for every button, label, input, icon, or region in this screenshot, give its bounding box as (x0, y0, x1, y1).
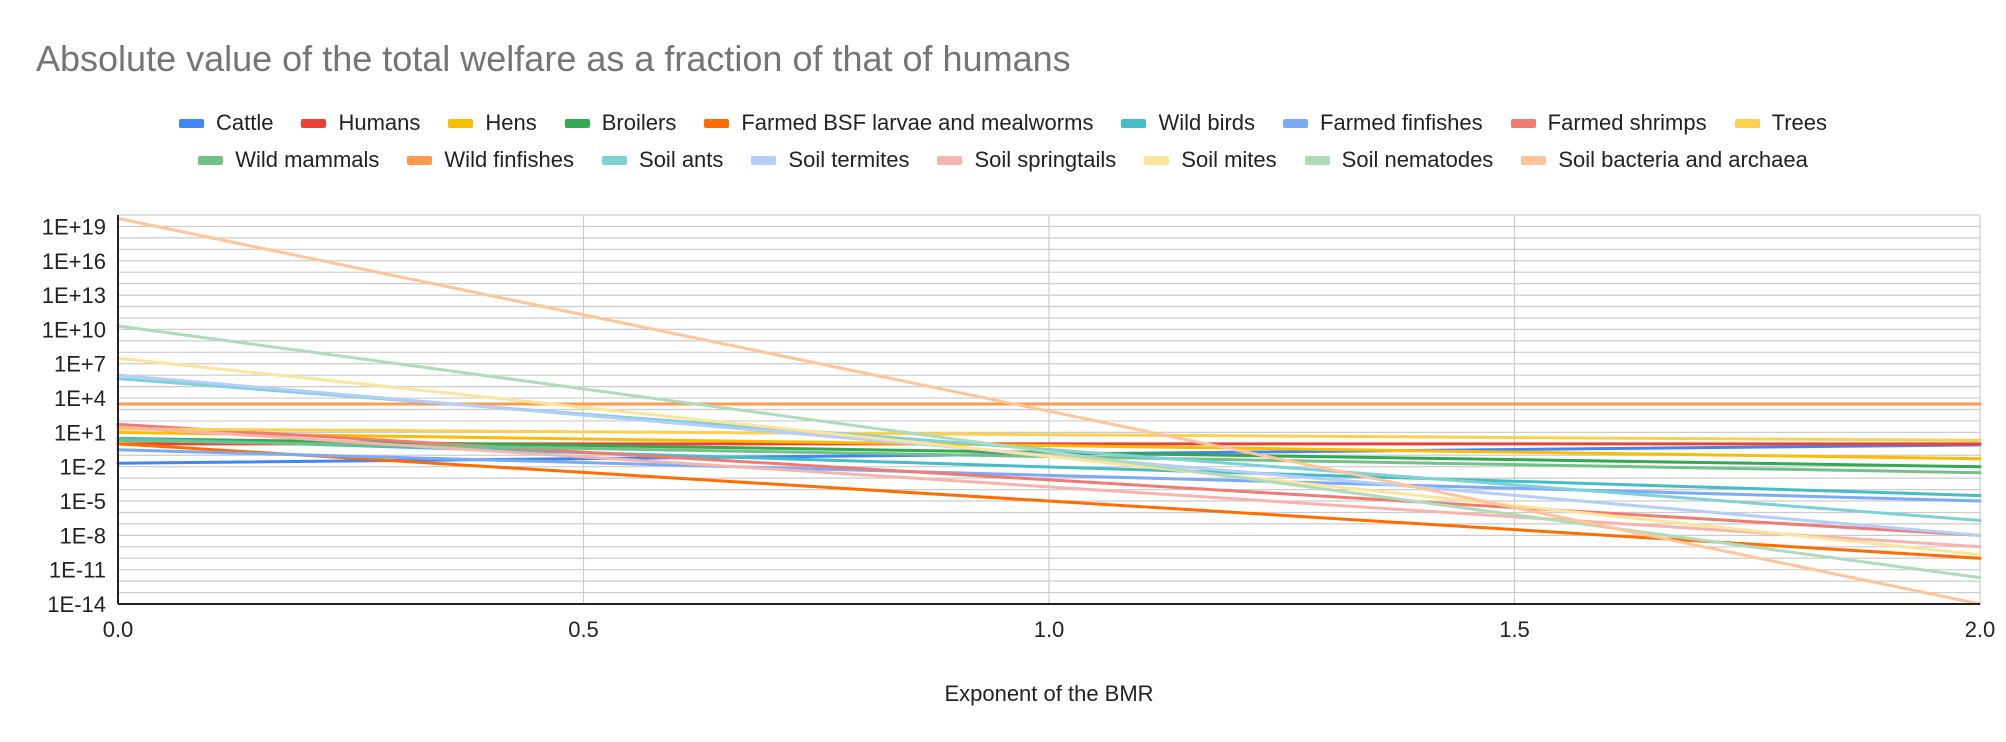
chart-title: Absolute value of the total welfare as a… (36, 38, 1071, 79)
legend-label: Broilers (601, 110, 677, 135)
legend-label: Cattle (215, 110, 274, 135)
legend-item[interactable]: Wild birds (1121, 110, 1255, 136)
legend-swatch (1121, 118, 1147, 128)
y-tick-label: 1E-2 (60, 455, 106, 480)
legend-label: Farmed BSF larvae and mealworms (741, 110, 1094, 135)
legend-swatch (751, 155, 777, 165)
y-tick-label: 1E+1 (54, 420, 106, 445)
legend-item[interactable]: Soil mites (1144, 147, 1277, 173)
legend-item[interactable]: Soil termites (751, 147, 909, 173)
y-tick-label: 1E+10 (42, 317, 106, 342)
legend-row-1: Cattle Humans Hens Broilers Farmed BSF larva… (0, 110, 2006, 136)
legend-item[interactable]: Trees (1734, 110, 1827, 136)
legend-label: Soil mites (1181, 147, 1277, 172)
legend-item[interactable]: Cattle (178, 110, 274, 136)
legend-swatch (1734, 118, 1760, 128)
legend-item[interactable]: Soil ants (602, 147, 723, 173)
x-tick-label: 0.0 (103, 617, 134, 642)
legend-label: Trees (1771, 110, 1827, 135)
series-lines (116, 216, 1982, 606)
x-tick-label: 2.0 (1965, 617, 1996, 642)
legend-label: Soil termites (788, 147, 910, 172)
legend-row-2: Wild mammals Wild finfishes Soil ants Soil … (0, 147, 2006, 173)
legend-label: Wild birds (1158, 110, 1256, 135)
legend-swatch (448, 118, 474, 128)
legend-item[interactable]: Soil springtails (937, 147, 1116, 173)
legend-swatch (1304, 155, 1330, 165)
y-tick-label: 1E-11 (49, 558, 106, 583)
y-tick-label: 1E+7 (54, 352, 106, 377)
legend-label: Soil nematodes (1341, 147, 1494, 172)
legend-item[interactable]: Farmed finfishes (1283, 110, 1483, 136)
y-tick-label: 1E-14 (47, 592, 106, 617)
y-tick-labels: 1E-14 1E-11 1E-8 1E-5 1E-2 1E+1 1E+4 1E+7 1E+10 1… (42, 214, 106, 617)
legend-swatch (198, 155, 224, 165)
x-tick-label: 1.5 (1499, 617, 1530, 642)
legend-label: Soil springtails (974, 147, 1117, 172)
axes (117, 215, 1980, 605)
legend-item[interactable]: Soil bacteria and archaea (1521, 147, 1808, 173)
series-line-soil-springtails (116, 425, 1982, 549)
legend-item[interactable]: Wild mammals (198, 147, 379, 173)
legend-item[interactable]: Farmed shrimps (1510, 110, 1707, 136)
legend-item[interactable]: Soil nematodes (1304, 147, 1494, 173)
legend-swatch (301, 118, 327, 128)
series-line-soil-bacteria-and-archaea (116, 216, 1982, 606)
legend-swatch (407, 155, 433, 165)
legend-swatch (937, 155, 963, 165)
x-tick-labels: 0.0 0.5 1.0 1.5 2.0 (103, 617, 1996, 642)
legend-item[interactable]: Humans (301, 110, 420, 136)
legend-item[interactable]: Hens (448, 110, 537, 136)
y-tick-label: 1E+13 (42, 283, 106, 308)
legend-label: Farmed shrimps (1547, 110, 1707, 135)
legend-item[interactable]: Farmed BSF larvae and mealworms (704, 110, 1093, 136)
series-line-soil-mites (116, 356, 1982, 557)
legend-swatch (178, 118, 204, 128)
legend-swatch (602, 155, 628, 165)
series-line-farmed-shrimps (116, 422, 1982, 537)
y-tick-label: 1E+16 (42, 249, 106, 274)
legend-swatch (1283, 118, 1309, 128)
y-tick-label: 1E+4 (54, 386, 106, 411)
legend-item[interactable]: Wild finfishes (407, 147, 574, 173)
legend-item[interactable]: Broilers (564, 110, 677, 136)
legend-swatch (1510, 118, 1536, 128)
legend-swatch (1521, 155, 1547, 165)
series-line-hens (116, 430, 1982, 461)
x-axis-title: Exponent of the BMR (944, 681, 1153, 706)
legend-swatch (564, 118, 590, 128)
legend-label: Soil ants (639, 147, 724, 172)
y-tick-label: 1E+19 (42, 214, 106, 239)
series-line-trees (116, 427, 1982, 442)
legend-label: Wild finfishes (444, 147, 575, 172)
legend-label: Humans (338, 110, 421, 135)
legend-label: Wild mammals (235, 147, 380, 172)
series-line-soil-nematodes (116, 324, 1982, 580)
legend-label: Farmed finfishes (1320, 110, 1483, 135)
legend-label: Hens (485, 110, 537, 135)
x-tick-label: 1.0 (1034, 617, 1065, 642)
legend-label: Soil bacteria and archaea (1558, 147, 1808, 172)
y-tick-label: 1E-5 (60, 489, 106, 514)
y-tick-label: 1E-8 (60, 523, 106, 548)
legend-swatch (1144, 155, 1170, 165)
x-tick-label: 0.5 (568, 617, 599, 642)
legend-swatch (704, 118, 730, 128)
series-line-farmed-finfishes (116, 448, 1982, 503)
